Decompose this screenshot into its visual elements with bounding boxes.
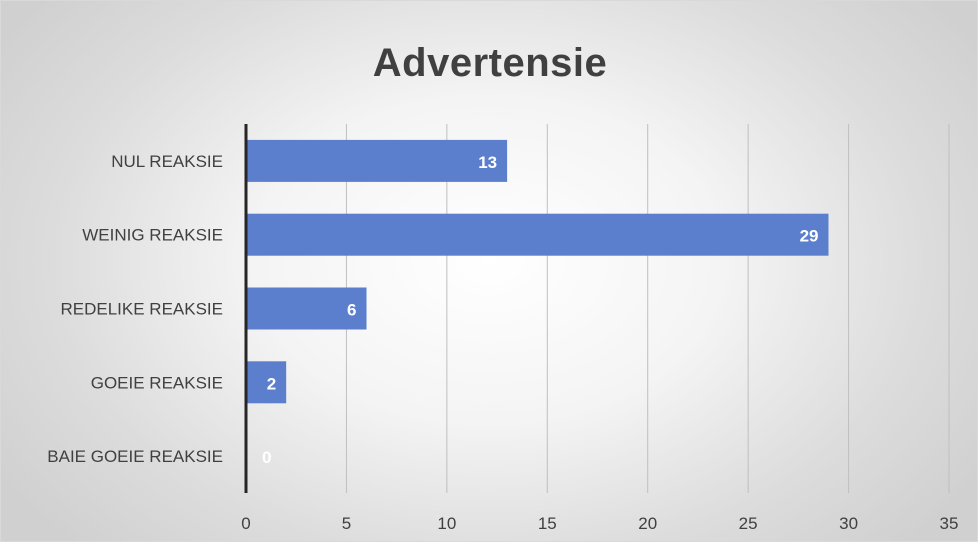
x-tick-label-10: 10 <box>437 514 456 533</box>
x-tick-label-5: 5 <box>342 514 351 533</box>
x-tick-label-30: 30 <box>839 514 858 533</box>
data-label-1: 29 <box>800 227 819 246</box>
x-tick-label-25: 25 <box>739 514 758 533</box>
category-label-4: BAIE GOEIE REAKSIE <box>47 447 223 466</box>
bars <box>246 139 829 404</box>
x-tick-label-15: 15 <box>538 514 557 533</box>
x-tick-label-0: 0 <box>241 514 250 533</box>
category-label-1: WEINIG REAKSIE <box>82 226 223 245</box>
category-label-2: REDELIKE REAKSIE <box>60 300 223 319</box>
bar-2 <box>246 287 367 330</box>
x-tick-label-20: 20 <box>638 514 657 533</box>
gridlines <box>345 124 950 493</box>
bar-1 <box>246 213 829 256</box>
data-label-0: 13 <box>478 153 497 172</box>
category-label-0: NUL REAKSIE <box>111 152 223 171</box>
bar-0 <box>246 139 508 182</box>
chart-title: Advertensie <box>372 41 608 85</box>
data-label-2: 6 <box>347 301 356 320</box>
data-label-4: 0 <box>262 448 271 467</box>
bar-3 <box>246 361 287 404</box>
data-label-3: 2 <box>267 374 276 393</box>
category-label-3: GOEIE REAKSIE <box>91 373 223 392</box>
x-tick-label-35: 35 <box>940 514 959 533</box>
